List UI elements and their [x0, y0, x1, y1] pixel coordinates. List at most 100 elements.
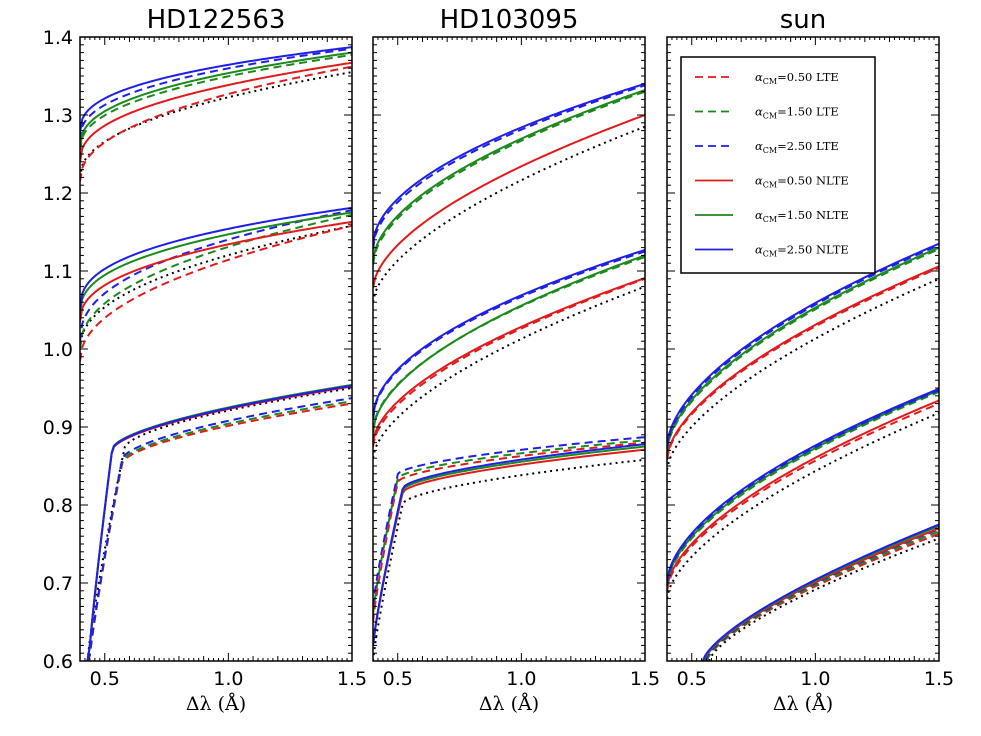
series-line-0.50-nlte-group-2	[373, 277, 645, 443]
series-line-1.50-nlte-group-2	[667, 389, 939, 586]
legend: αCM=0.50 LTE αCM=1.50 LTE αCM=2.50 LTE αCM=…	[680, 56, 876, 274]
series-line-0.50-nlte-group-2	[80, 220, 352, 322]
legend-entry: αCM=2.50 NLTE	[695, 243, 849, 259]
series-line-2.50-nlte-group-2	[667, 387, 939, 584]
series-line-2.50-lte-group-3	[373, 436, 645, 607]
legend-entry: αCM=0.50 NLTE	[695, 174, 849, 190]
panels: HD122563 0.6 0.7 0.8 0.9 1.0 1.1 1.2 1.3 1.4 0.5 1.…	[43, 5, 954, 715]
series-line-1.50-nlte-group-1	[80, 51, 352, 148]
plot-frame	[79, 36, 353, 662]
x-tick-label: 1.5	[924, 668, 954, 690]
series-line-ref-group-3	[373, 458, 645, 661]
x-tick-label: 1.5	[630, 668, 660, 690]
curves	[373, 82, 645, 661]
legend-entry: αCM=2.50 LTE	[695, 139, 839, 155]
legend-label: αCM=1.50 LTE	[755, 105, 839, 121]
y-tick-label: 1.1	[43, 261, 73, 283]
series-line-0.50-lte-group-3	[705, 532, 939, 661]
legend-label: αCM=1.50 NLTE	[755, 208, 849, 224]
series-line-ref-group-1	[373, 125, 645, 303]
series-line-0.50-nlte-group-1	[667, 265, 939, 459]
curves	[80, 46, 352, 661]
x-tick-label: 1.0	[213, 668, 243, 690]
series-line-ref-group-3	[708, 537, 939, 661]
series-line-2.50-nlte-group-1	[667, 242, 939, 447]
legend-label: αCM=2.50 NLTE	[755, 243, 849, 259]
series-line-1.50-lte-group-1	[667, 248, 939, 453]
legend-label: αCM=0.50 NLTE	[755, 174, 849, 190]
series-line-0.50-nlte-group-3	[703, 527, 939, 661]
series-line-0.50-nlte-group-2	[667, 399, 939, 589]
y-tick-label: 0.8	[43, 495, 73, 517]
curves	[667, 242, 939, 661]
series-line-0.50-nlte-group-3	[373, 448, 645, 646]
series-line-2.50-nlte-group-1	[373, 82, 645, 246]
y-tick-label: 1.0	[43, 339, 73, 361]
panel-hd122563: HD122563 0.6 0.7 0.8 0.9 1.0 1.1 1.2 1.3 1.4 0.5 1.…	[43, 5, 367, 715]
series-line-1.50-lte-group-1	[373, 90, 645, 265]
series-line-2.50-lte-group-1	[667, 244, 939, 450]
x-tick-label: 0.5	[383, 668, 413, 690]
series-line-ref-group-1	[667, 277, 939, 471]
series-line-1.50-lte-group-2	[667, 390, 939, 588]
series-line-1.50-nlte-group-3	[86, 383, 352, 661]
series-line-2.50-nlte-group-2	[80, 206, 352, 311]
series-line-1.50-nlte-group-1	[667, 246, 939, 451]
y-tick-label: 0.6	[43, 651, 73, 673]
series-line-2.50-nlte-group-3	[373, 443, 645, 646]
series-line-0.50-nlte-group-1	[373, 114, 645, 289]
x-tick-label: 0.5	[677, 668, 707, 690]
series-line-2.50-lte-group-3	[704, 528, 939, 661]
series-line-ref-group-2	[667, 412, 939, 599]
legend-label: αCM=0.50 LTE	[755, 70, 839, 86]
series-line-2.50-nlte-group-1	[80, 46, 352, 134]
y-tick-label: 1.2	[43, 183, 73, 205]
series-line-0.50-lte-group-2	[373, 277, 645, 447]
y-tick-label: 0.9	[43, 417, 73, 439]
series-line-2.50-lte-group-2	[373, 250, 645, 420]
series-line-1.50-nlte-group-3	[373, 445, 645, 646]
series-line-1.50-lte-group-1	[80, 53, 352, 151]
panel-title: HD122563	[147, 5, 286, 35]
y-tick-label: 1.4	[43, 27, 73, 49]
series-line-1.50-nlte-group-2	[373, 254, 645, 433]
series-line-2.50-lte-group-1	[373, 84, 645, 250]
y-tick-label: 0.7	[43, 573, 73, 595]
series-line-2.50-nlte-group-2	[373, 248, 645, 418]
x-tick-label: 0.5	[90, 668, 120, 690]
series-line-0.50-lte-group-1	[80, 65, 352, 182]
series-line-2.50-lte-group-1	[80, 47, 352, 141]
series-line-0.50-lte-group-3	[86, 402, 352, 661]
series-line-1.50-nlte-group-2	[80, 211, 352, 315]
series-line-0.50-lte-group-3	[373, 441, 645, 623]
x-axis-label: Δλ (Å)	[773, 693, 833, 715]
series-line-2.50-nlte-group-3	[86, 384, 352, 661]
y-tick-label: 1.3	[43, 105, 73, 127]
series-line-1.50-lte-group-3	[86, 400, 352, 661]
legend-entry: αCM=1.50 LTE	[695, 105, 839, 121]
series-line-0.50-nlte-group-1	[80, 61, 352, 162]
x-tick-label: 1.0	[800, 668, 830, 690]
series-line-ref-group-2	[373, 285, 645, 459]
x-axis-label: Δλ (Å)	[479, 693, 539, 715]
series-line-2.50-lte-group-2	[80, 209, 352, 342]
panel-sun: sun 0.5 1.0 1.5 Δλ (Å)	[666, 5, 954, 715]
legend-entry: αCM=0.50 LTE	[695, 70, 839, 86]
x-tick-label: 1.5	[337, 668, 367, 690]
series-line-0.50-lte-group-2	[80, 224, 352, 361]
legend-entry: αCM=1.50 NLTE	[695, 208, 849, 224]
series-line-ref-group-3	[86, 387, 352, 661]
series-line-1.50-lte-group-2	[80, 213, 352, 350]
panel-title: HD103095	[440, 5, 579, 35]
series-line-1.50-lte-group-3	[705, 530, 939, 661]
series-line-0.50-lte-group-1	[667, 266, 939, 460]
x-axis-label: Δλ (Å)	[186, 693, 246, 715]
series-line-1.50-lte-group-2	[373, 256, 645, 432]
panel-hd103095: HD103095 0.5 1.0 1.5 Δλ (Å)	[372, 5, 660, 715]
legend-label: αCM=2.50 LTE	[755, 139, 839, 155]
legend-box	[680, 56, 876, 274]
series-line-2.50-nlte-group-3	[701, 523, 939, 661]
series-line-2.50-lte-group-2	[667, 389, 939, 585]
series-line-0.50-lte-group-2	[667, 402, 939, 592]
series-line-ref-group-2	[80, 224, 352, 350]
